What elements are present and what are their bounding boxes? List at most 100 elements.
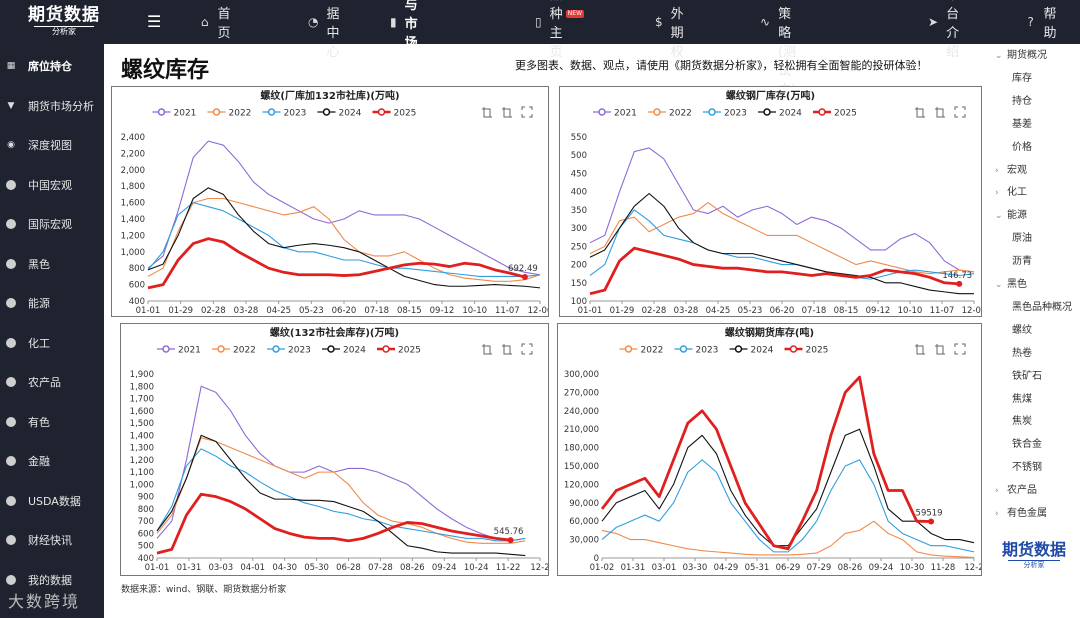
legend-item-2023[interactable]: 2023	[703, 108, 747, 119]
nav-item-0[interactable]: ⌂ 首页	[200, 0, 235, 44]
right-nav-label: 沥青	[1012, 256, 1032, 268]
right-nav-item-7[interactable]: ⌄ 能源	[995, 208, 1027, 224]
right-nav-item-6[interactable]: › 化工	[995, 185, 1027, 201]
restore-icon[interactable]	[935, 344, 945, 355]
legend-item-2025[interactable]: 2025	[372, 108, 417, 119]
dot-icon	[6, 179, 16, 190]
right-nav-item-3[interactable]: 基差	[1012, 117, 1032, 133]
sidebar-item-2[interactable]: ◉ 深度视图	[0, 133, 104, 157]
nav-item-6[interactable]: ➤ 平台介绍	[928, 0, 963, 60]
bottom-logo: 期货数据 分析家	[990, 540, 1078, 570]
nav-item-label: 行情与策略(测试中)	[778, 0, 797, 98]
restore-icon[interactable]	[502, 107, 512, 118]
legend-item-2025[interactable]: 2025	[784, 345, 829, 356]
chart-title: 螺纹(132市社会库存)(万吨)	[270, 326, 399, 339]
right-nav-item-16[interactable]: 焦炭	[1012, 414, 1032, 430]
sidebar-item-1[interactable]: ▼ 期货市场分析	[0, 94, 104, 118]
sidebar-item-11[interactable]: USDA数据	[0, 489, 104, 513]
right-nav-item-2[interactable]: 持仓	[1012, 94, 1032, 110]
legend-item-2021[interactable]: 2021	[157, 345, 201, 356]
sidebar-item-10[interactable]: 金融	[0, 449, 104, 473]
sidebar-item-4[interactable]: 国际宏观	[0, 212, 104, 236]
legend-label: 2023	[288, 346, 311, 356]
legend-item-2022[interactable]: 2022	[212, 345, 256, 356]
y-tick-label: 1,900	[130, 370, 154, 380]
nav-item-1[interactable]: ◔ 数据中心	[308, 0, 343, 60]
sidebar-item-13[interactable]: 我的数据	[0, 568, 104, 592]
grid-icon: ▦	[6, 61, 16, 71]
series-line-2021	[156, 385, 526, 542]
legend-item-2023[interactable]: 2023	[262, 108, 307, 119]
right-nav-item-5[interactable]: › 宏观	[995, 163, 1027, 179]
nav-item-5[interactable]: ∿ 行情与策略(测试中)	[760, 0, 800, 98]
legend-item-2025[interactable]: 2025	[377, 345, 421, 356]
right-nav-item-19[interactable]: › 农产品	[995, 483, 1037, 499]
x-tick-label: 09-24	[432, 563, 457, 573]
right-nav-label: 热卷	[1012, 347, 1032, 359]
right-nav-item-20[interactable]: › 有色金属	[995, 506, 1047, 522]
right-nav-item-1[interactable]: 库存	[1012, 71, 1032, 87]
zoom-icon[interactable]	[915, 107, 925, 118]
right-nav-item-12[interactable]: 螺纹	[1012, 323, 1032, 339]
legend-item-2024[interactable]: 2024	[729, 345, 774, 356]
app-logo[interactable]: 期货数据 分析家	[20, 4, 108, 40]
legend-item-2024[interactable]: 2024	[317, 108, 362, 119]
y-tick-label: 900	[138, 493, 154, 503]
legend-item-2022[interactable]: 2022	[619, 345, 664, 356]
nav-item-7[interactable]: ? 帮助	[1026, 0, 1061, 44]
sidebar-item-0[interactable]: ▦ 席位持仓	[0, 54, 104, 78]
nav-item-2[interactable]: ▮ 研报与市场监控	[390, 0, 425, 89]
right-nav-label: 宏观	[1007, 164, 1027, 176]
sidebar-item-7[interactable]: 化工	[0, 331, 104, 355]
restore-icon[interactable]	[935, 107, 945, 118]
legend-item-2023[interactable]: 2023	[674, 345, 719, 356]
restore-icon[interactable]	[502, 344, 512, 355]
legend-item-2022[interactable]: 2022	[648, 108, 692, 119]
app-logo-sub: 分析家	[34, 26, 94, 37]
sidebar-item-12[interactable]: 财经快讯	[0, 528, 104, 552]
right-category-nav: ⌄ 期货概况库存持仓基差价格 › 宏观 › 化工 ⌄ 能源原油沥青 ⌄ 黑色黑色品种概况 螺纹热卷铁…	[995, 44, 1080, 524]
zoom-icon[interactable]	[482, 344, 492, 355]
right-nav-item-17[interactable]: 铁合金	[1012, 437, 1042, 453]
zoom-icon[interactable]	[482, 107, 492, 118]
right-nav-item-13[interactable]: 热卷	[1012, 346, 1032, 362]
series-line-2023	[156, 448, 526, 542]
y-axis: 400 600 800 1,000 1,200 1,400 1,600 1,800 2,000 2…	[121, 133, 145, 307]
right-nav-item-15[interactable]: 焦煤	[1012, 392, 1032, 408]
right-nav-item-10[interactable]: ⌄ 黑色	[995, 277, 1027, 293]
legend-item-2021[interactable]: 2021	[152, 108, 197, 119]
x-tick-label: 09-24	[869, 563, 894, 573]
right-nav-item-4[interactable]: 价格	[1012, 140, 1032, 156]
fullscreen-icon[interactable]	[521, 343, 533, 355]
legend-item-2024[interactable]: 2024	[758, 108, 802, 119]
fullscreen-icon[interactable]	[954, 106, 966, 118]
fullscreen-icon[interactable]	[954, 343, 966, 355]
legend-item-2021[interactable]: 2021	[593, 108, 637, 119]
sidebar-item-9[interactable]: 有色	[0, 410, 104, 434]
right-nav-item-0[interactable]: ⌄ 期货概况	[995, 48, 1047, 64]
zoom-icon[interactable]	[915, 344, 925, 355]
right-nav-item-18[interactable]: 不锈钢	[1012, 460, 1042, 476]
x-tick-label: 03-30	[683, 563, 708, 573]
sidebar-item-8[interactable]: 农产品	[0, 370, 104, 394]
right-nav-item-14[interactable]: 铁矿石	[1012, 369, 1042, 385]
y-tick-label: 210,000	[564, 425, 599, 435]
series-line-2025	[147, 237, 526, 290]
y-tick-label: 800	[129, 264, 145, 274]
right-nav-item-11[interactable]: 黑色品种概况	[1012, 300, 1072, 316]
legend-item-2022[interactable]: 2022	[207, 108, 252, 119]
nav-item-3[interactable]: ▯ 品种主页NEW	[535, 0, 585, 60]
fullscreen-icon[interactable]	[521, 106, 533, 118]
legend-item-2023[interactable]: 2023	[267, 345, 311, 356]
y-tick-label: 500	[571, 151, 587, 161]
y-tick-label: 100	[571, 297, 587, 307]
hamburger-icon[interactable]: ☰	[147, 12, 162, 31]
sidebar-item-3[interactable]: 中国宏观	[0, 173, 104, 197]
legend-item-2024[interactable]: 2024	[322, 345, 366, 356]
right-nav-item-8[interactable]: 原油	[1012, 231, 1032, 247]
legend-item-2025[interactable]: 2025	[813, 108, 857, 119]
sidebar-item-6[interactable]: 能源	[0, 291, 104, 315]
nav-item-4[interactable]: $ 场外期权	[655, 0, 690, 60]
sidebar-item-5[interactable]: 黑色	[0, 252, 104, 276]
right-nav-item-9[interactable]: 沥青	[1012, 254, 1032, 270]
